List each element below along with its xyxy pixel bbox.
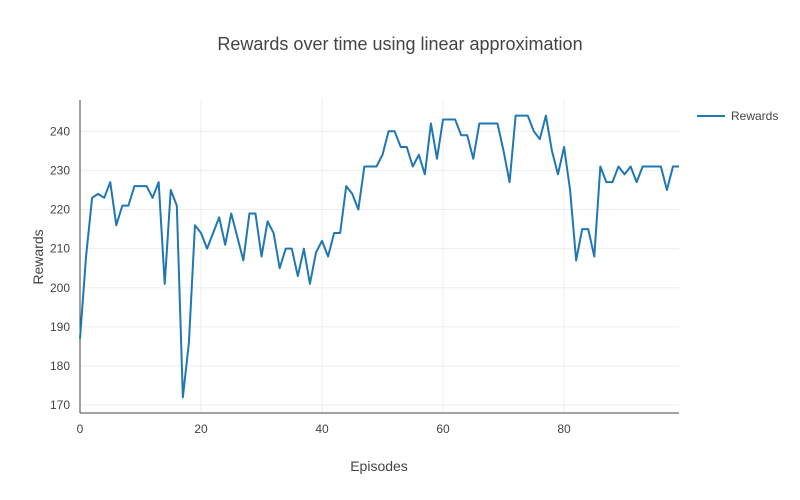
chart-title: Rewards over time using linear approxima… bbox=[217, 34, 582, 54]
y-axis-label: Rewards bbox=[30, 229, 46, 284]
x-tick-label: 0 bbox=[77, 422, 84, 436]
grid-lines bbox=[80, 100, 679, 413]
legend-label-rewards: Rewards bbox=[731, 109, 778, 123]
y-tick-label: 180 bbox=[50, 359, 70, 373]
y-tick-label: 240 bbox=[50, 124, 70, 138]
x-tick-label: 60 bbox=[436, 422, 450, 436]
legend[interactable]: Rewards bbox=[697, 109, 778, 123]
series-lines bbox=[79, 114, 679, 399]
x-tick-label: 40 bbox=[315, 422, 329, 436]
y-tick-label: 200 bbox=[50, 281, 70, 295]
y-tick-label: 190 bbox=[50, 320, 70, 334]
x-axis-label: Episodes bbox=[350, 458, 408, 474]
tick-labels: 0 20 40 60 80 170 180 190 200 210 220 230 240 bbox=[50, 124, 571, 436]
y-tick-label: 220 bbox=[50, 203, 70, 217]
axes bbox=[79, 100, 679, 414]
y-tick-label: 210 bbox=[50, 242, 70, 256]
y-tick-label: 230 bbox=[50, 163, 70, 177]
x-tick-label: 20 bbox=[194, 422, 208, 436]
series-line-rewards[interactable] bbox=[79, 114, 679, 399]
x-tick-label: 80 bbox=[557, 422, 571, 436]
y-tick-label: 170 bbox=[50, 398, 70, 412]
